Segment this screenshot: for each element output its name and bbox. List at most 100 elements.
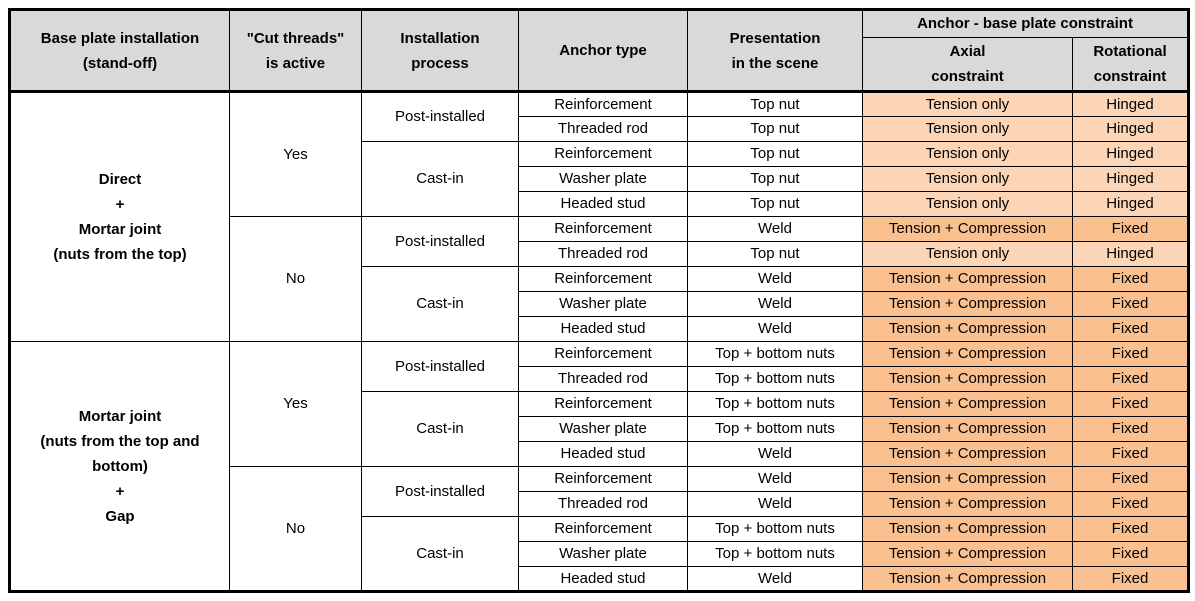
anchor-type-cell: Reinforcement bbox=[518, 391, 688, 417]
anchor-type-cell: Threaded rod bbox=[518, 241, 688, 267]
table-row: Washer plate Top + bottom nuts Tension + C… bbox=[10, 541, 1189, 567]
axial-constraint-cell: Tension only bbox=[862, 141, 1073, 167]
anchor-type-cell: Reinforcement bbox=[518, 141, 688, 167]
rotational-constraint-cell: Fixed bbox=[1072, 291, 1189, 317]
table-row: Washer plate Top + bottom nuts Tension + C… bbox=[10, 416, 1189, 442]
rotational-constraint-cell: Fixed bbox=[1072, 566, 1189, 592]
anchor-type-cell: Reinforcement bbox=[518, 516, 688, 542]
anchor-type-cell: Reinforcement bbox=[518, 466, 688, 492]
presentation-cell: Top nut bbox=[687, 191, 863, 217]
anchor-type-cell: Threaded rod bbox=[518, 116, 688, 142]
anchor-type-cell: Threaded rod bbox=[518, 491, 688, 517]
presentation-cell: Weld bbox=[687, 466, 863, 492]
rotational-constraint-cell: Fixed bbox=[1072, 391, 1189, 417]
axial-constraint-cell: Tension + Compression bbox=[862, 516, 1073, 542]
table-row: Cast-in Reinforcement Top nut Tension only H… bbox=[10, 141, 1189, 217]
header-line: Rotational bbox=[1093, 43, 1167, 60]
anchor-type-cell: Headed stud bbox=[518, 441, 688, 467]
header-line: Base plate installation bbox=[40, 29, 200, 47]
process-cell: Post-installed bbox=[361, 341, 519, 392]
cell-line: (nuts from the top and bottom) bbox=[40, 432, 200, 475]
presentation-cell: Weld bbox=[687, 216, 863, 242]
header-line: Anchor type bbox=[559, 42, 647, 59]
header-line: Installation bbox=[400, 29, 480, 47]
axial-constraint-cell: Tension + Compression bbox=[862, 541, 1073, 567]
table-row: Washer plate Top nut Tension only Hinged bbox=[10, 166, 1189, 192]
rotational-constraint-cell: Fixed bbox=[1072, 491, 1189, 517]
table-row: Headed stud Weld Tension + Compression Fixe… bbox=[10, 566, 1189, 592]
header-line: process bbox=[411, 54, 469, 72]
table-row: Threaded rod Weld Tension + Compression Fix… bbox=[10, 491, 1189, 517]
anchor-type-cell: Threaded rod bbox=[518, 366, 688, 392]
header-line: constraint bbox=[1093, 68, 1167, 85]
presentation-cell: Weld bbox=[687, 291, 863, 317]
header-line: Axial bbox=[949, 43, 986, 60]
anchor-type-cell: Headed stud bbox=[518, 566, 688, 592]
rotational-constraint-cell: Hinged bbox=[1072, 141, 1189, 167]
header-axial-constraint: Axial constraint bbox=[862, 37, 1073, 93]
presentation-cell: Weld bbox=[687, 566, 863, 592]
axial-constraint-cell: Tension only bbox=[862, 191, 1073, 217]
process-cell: Post-installed bbox=[361, 466, 519, 517]
header-line: "Cut threads" bbox=[246, 29, 345, 47]
base-plate-cell: Mortar joint (nuts from the top and botto… bbox=[9, 341, 230, 592]
axial-constraint-cell: Tension + Compression bbox=[862, 216, 1073, 242]
presentation-cell: Top nut bbox=[687, 166, 863, 192]
table-row: Cast-in Reinforcement Top + bottom nuts Ten… bbox=[10, 516, 1189, 592]
header-line: in the scene bbox=[731, 54, 819, 72]
header-line: (stand-off) bbox=[82, 54, 158, 72]
rotational-constraint-cell: Fixed bbox=[1072, 441, 1189, 467]
rotational-constraint-cell: Fixed bbox=[1072, 541, 1189, 567]
cut-threads-cell: No bbox=[229, 216, 362, 342]
cell-line: Direct bbox=[98, 171, 142, 188]
axial-constraint-cell: Tension only bbox=[862, 166, 1073, 192]
rotational-constraint-cell: Fixed bbox=[1072, 266, 1189, 292]
rotational-constraint-cell: Hinged bbox=[1072, 241, 1189, 267]
header-row-sub: Axial constraint Rotational constraint bbox=[10, 37, 1189, 93]
rotational-constraint-cell: Hinged bbox=[1072, 91, 1189, 117]
header-base-plate-installation: Base plate installation (stand-off) bbox=[9, 9, 230, 93]
axial-constraint-cell: Tension + Compression bbox=[862, 391, 1073, 417]
presentation-cell: Top + bottom nuts bbox=[687, 391, 863, 417]
axial-constraint-cell: Tension + Compression bbox=[862, 316, 1073, 342]
anchor-constraint-table: Base plate installation (stand-off) "Cut… bbox=[8, 8, 1190, 593]
anchor-type-cell: Reinforcement bbox=[518, 216, 688, 242]
process-cell: Post-installed bbox=[361, 216, 519, 267]
table-row: Threaded rod Top nut Tension only Hinged bbox=[10, 116, 1189, 142]
header-cut-threads: "Cut threads" is active bbox=[229, 9, 362, 93]
presentation-cell: Top + bottom nuts bbox=[687, 541, 863, 567]
axial-constraint-cell: Tension + Compression bbox=[862, 491, 1073, 517]
rotational-constraint-cell: Fixed bbox=[1072, 216, 1189, 242]
anchor-type-cell: Headed stud bbox=[518, 316, 688, 342]
axial-constraint-cell: Tension only bbox=[862, 241, 1073, 267]
anchor-type-cell: Reinforcement bbox=[518, 341, 688, 367]
rotational-constraint-cell: Fixed bbox=[1072, 516, 1189, 542]
table-row: Headed stud Weld Tension + Compression Fixe… bbox=[10, 316, 1189, 342]
cell-line: Mortar joint bbox=[78, 221, 162, 238]
rotational-constraint-cell: Fixed bbox=[1072, 366, 1189, 392]
header-presentation: Presentation in the scene bbox=[687, 9, 863, 93]
rotational-constraint-cell: Fixed bbox=[1072, 316, 1189, 342]
table-row: Headed stud Weld Tension + Compression Fixe… bbox=[10, 441, 1189, 467]
anchor-type-cell: Washer plate bbox=[518, 416, 688, 442]
axial-constraint-cell: Tension + Compression bbox=[862, 466, 1073, 492]
anchor-type-cell: Headed stud bbox=[518, 191, 688, 217]
table-header: Base plate installation (stand-off) "Cut… bbox=[9, 9, 1189, 93]
process-cell: Cast-in bbox=[361, 391, 519, 467]
cell-line: Mortar joint bbox=[78, 407, 162, 425]
axial-constraint-cell: Tension + Compression bbox=[862, 566, 1073, 592]
table-row: Direct + Mortar joint (nuts from the top) Ye… bbox=[9, 91, 1189, 342]
presentation-cell: Top nut bbox=[687, 91, 863, 117]
header-anchor-base-plate-constraint: Anchor - base plate constraint bbox=[862, 9, 1189, 38]
presentation-cell: Top + bottom nuts bbox=[687, 416, 863, 442]
cut-threads-cell: Yes bbox=[229, 91, 362, 217]
axial-constraint-cell: Tension + Compression bbox=[862, 416, 1073, 442]
process-cell: Cast-in bbox=[361, 266, 519, 342]
table-row: No Post-installed Reinforcement Weld Tension… bbox=[10, 466, 1189, 592]
process-cell: Cast-in bbox=[361, 141, 519, 217]
presentation-cell: Top + bottom nuts bbox=[687, 516, 863, 542]
axial-constraint-cell: Tension + Compression bbox=[862, 441, 1073, 467]
table-body: Direct + Mortar joint (nuts from the top) Ye… bbox=[9, 91, 1189, 592]
rotational-constraint-cell: Hinged bbox=[1072, 166, 1189, 192]
anchor-type-cell: Reinforcement bbox=[518, 266, 688, 292]
